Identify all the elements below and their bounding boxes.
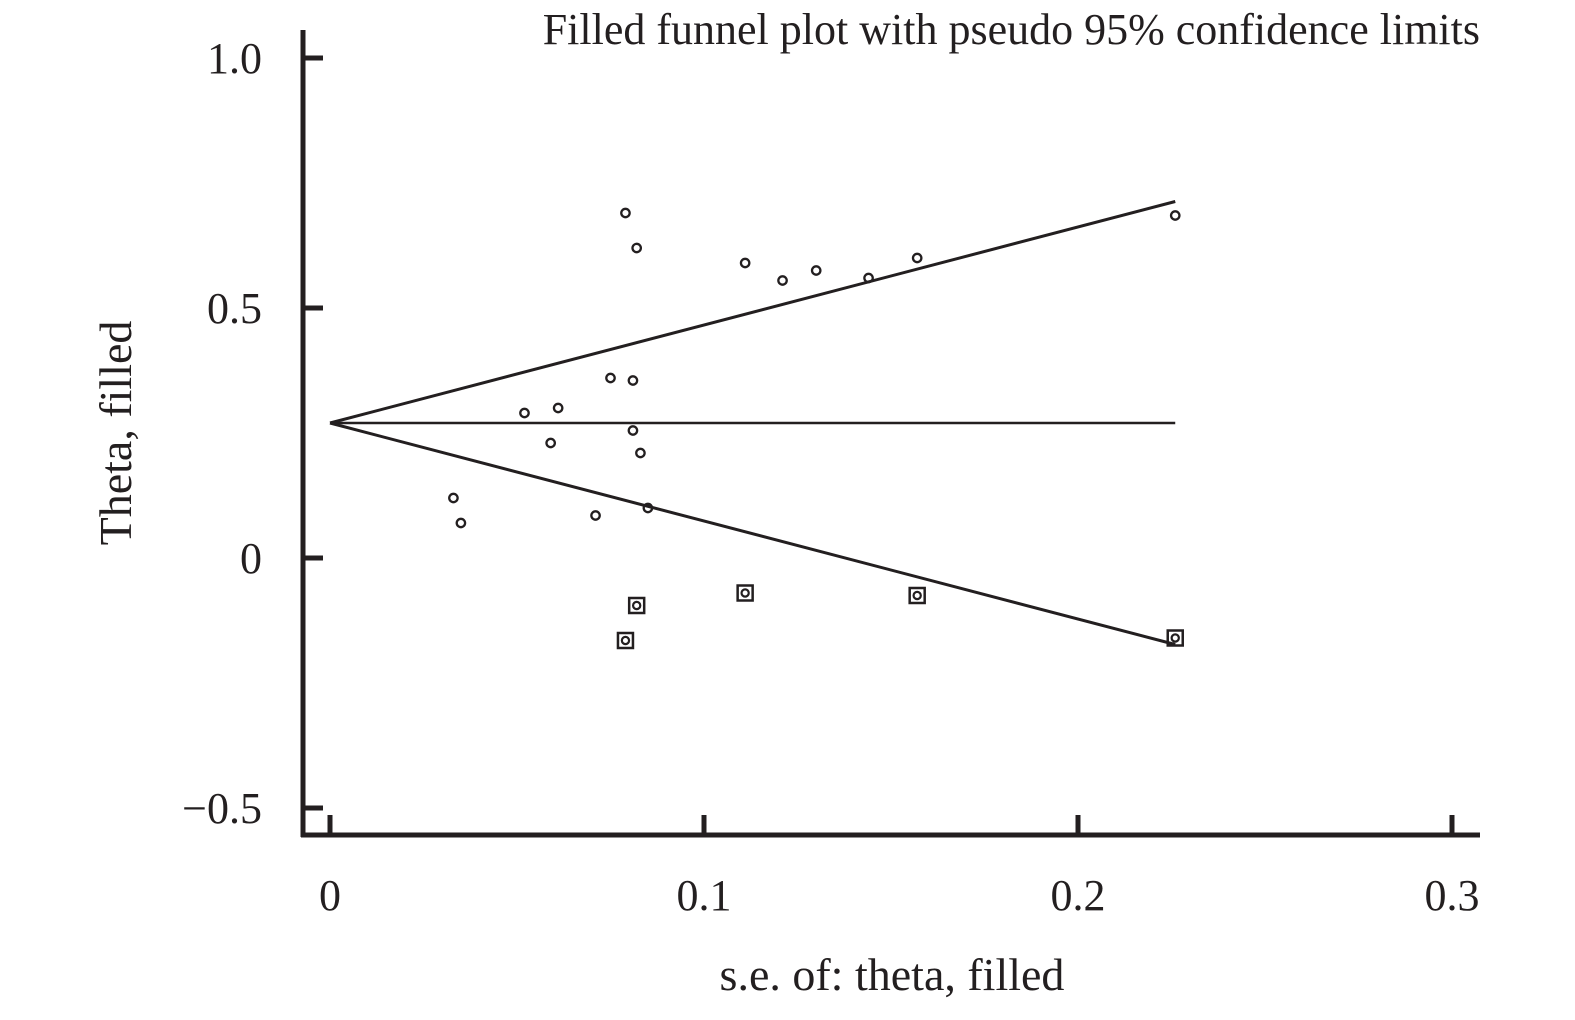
funnel-lines-group — [329, 200, 1176, 646]
y-tick-label: 1.0 — [207, 34, 262, 83]
imputed-study-square — [1166, 629, 1184, 647]
study-point — [552, 402, 564, 414]
study-point — [605, 372, 616, 384]
x-tick-label: 0.1 — [677, 871, 732, 920]
y-tick-label: −0.5 — [182, 784, 262, 833]
study-point — [1169, 210, 1181, 221]
study-point — [810, 265, 822, 276]
study-point — [777, 275, 788, 286]
study-point — [448, 492, 459, 504]
study-point — [739, 257, 751, 269]
study-point — [863, 272, 874, 284]
study-point — [627, 425, 639, 436]
study-point — [590, 510, 601, 521]
study-point — [631, 242, 643, 254]
imputed-study-point — [620, 635, 631, 646]
study-point — [627, 375, 639, 386]
study-point — [642, 502, 654, 514]
imputed-study-square — [627, 596, 646, 615]
y-tick-label: 0 — [240, 534, 262, 583]
y-axis-label: Theta, filled — [90, 321, 141, 546]
y-tick-label: 0.5 — [207, 284, 262, 333]
study-point — [911, 252, 923, 264]
study-point — [635, 447, 646, 459]
imputed-study-square — [908, 586, 926, 605]
study-point — [620, 207, 631, 219]
lower-confidence-limit-line — [329, 421, 1176, 646]
imputed-study-point — [1170, 633, 1180, 643]
x-tick-label: 0.2 — [1051, 871, 1106, 920]
x-tick-label: 0 — [319, 871, 341, 920]
text-group: Filled funnel plot with pseudo 95% confi… — [90, 5, 1480, 1000]
imputed-study-square — [616, 631, 635, 650]
upper-confidence-limit-line — [329, 200, 1176, 425]
chart-title: Filled funnel plot with pseudo 95% confi… — [543, 5, 1480, 54]
study-point — [545, 437, 557, 449]
imputed-study-point — [912, 590, 922, 601]
x-tick-label: 0.3 — [1425, 871, 1480, 920]
data-points-group — [448, 207, 1184, 650]
axes-group — [300, 30, 1480, 838]
imputed-study-square — [736, 584, 754, 602]
study-point — [455, 517, 467, 529]
imputed-study-point — [740, 588, 750, 598]
x-axis-label: s.e. of: theta, filled — [720, 949, 1065, 1000]
imputed-study-point — [631, 600, 642, 611]
study-point — [519, 407, 530, 419]
